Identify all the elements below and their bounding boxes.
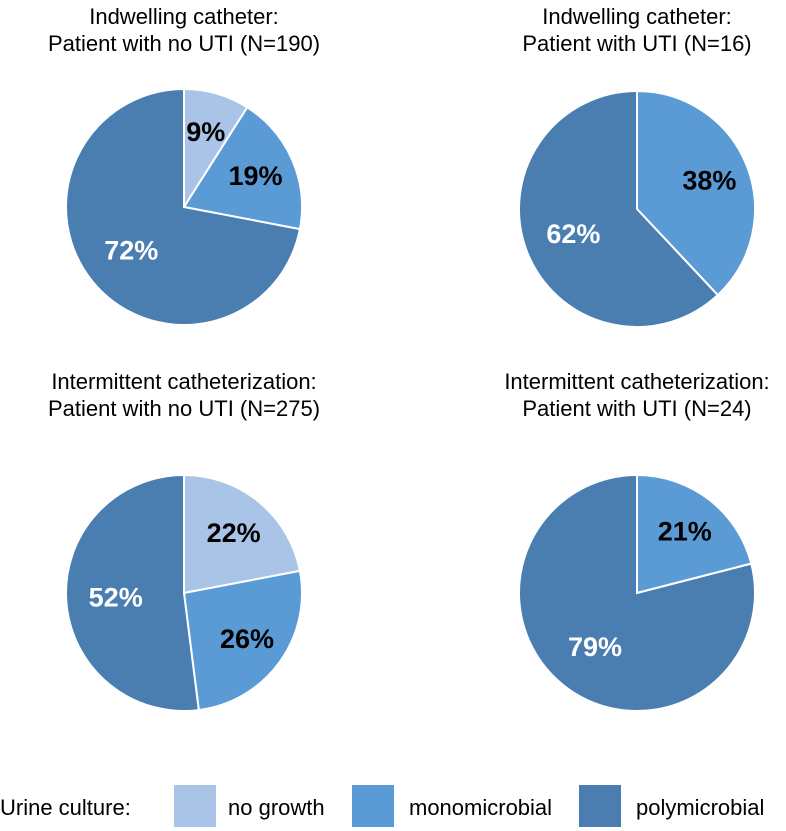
data-label-no-growth: 9%: [186, 117, 225, 147]
pie-slice-monomicrobial: [636, 89, 756, 297]
pie-slice-polymicrobial: [518, 473, 756, 712]
pie-slice-monomicrobial: [182, 105, 303, 231]
data-label-polymicrobial: 62%: [546, 219, 600, 249]
pie-slice-polymicrobial: [65, 473, 200, 712]
data-label-monomicrobial: 19%: [228, 161, 282, 191]
pie-slice-no-growth: [183, 473, 302, 595]
pie-slice-monomicrobial: [636, 473, 753, 595]
pie-charts: Indwelling catheter:Patient with no UTI …: [48, 4, 770, 712]
pie-title-line-1: Intermittent catheterization:: [51, 369, 316, 394]
pie-chart-4: Intermittent catheterization:Patient wit…: [504, 369, 770, 712]
pie-title-line-2: Patient with no UTI (N=275): [48, 396, 320, 421]
legend-label-monomicrobial: monomicrobial: [409, 795, 552, 820]
pie-title-line-2: Patient with UTI (N=24): [522, 396, 751, 421]
legend-swatch-monomicrobial: [352, 785, 394, 827]
legend-title: Urine culture:: [0, 795, 131, 820]
data-label-no-growth: 22%: [207, 518, 261, 548]
pie-title-line-1: Indwelling catheter:: [542, 4, 732, 29]
data-label-polymicrobial: 79%: [568, 632, 622, 662]
pie-title-line-2: Patient with UTI (N=16): [522, 31, 751, 56]
pie-chart-1: Indwelling catheter:Patient with no UTI …: [48, 4, 320, 326]
data-label-monomicrobial: 38%: [682, 165, 736, 195]
legend-label-no-growth: no growth: [228, 795, 325, 820]
pie-slice-polymicrobial: [518, 89, 720, 328]
data-label-monomicrobial: 21%: [658, 516, 712, 546]
legend-swatch-polymicrobial: [579, 785, 621, 827]
pie-slice-polymicrobial: [65, 87, 302, 326]
legend-swatch-no-growth: [174, 785, 216, 827]
data-label-monomicrobial: 26%: [220, 624, 274, 654]
pie-title-line-2: Patient with no UTI (N=190): [48, 31, 320, 56]
legend-label-polymicrobial: polymicrobial: [636, 795, 764, 820]
data-label-polymicrobial: 72%: [104, 236, 158, 266]
pie-chart-3: Intermittent catheterization:Patient wit…: [48, 369, 320, 712]
data-label-polymicrobial: 52%: [89, 582, 143, 612]
legend: Urine culture: no growth monomicrobial p…: [0, 785, 764, 827]
pie-chart-2: Indwelling catheter:Patient with UTI (N=…: [518, 4, 756, 328]
pie-slice-monomicrobial: [182, 569, 303, 712]
pie-title-line-1: Intermittent catheterization:: [504, 369, 769, 394]
pie-title-line-1: Indwelling catheter:: [89, 4, 279, 29]
